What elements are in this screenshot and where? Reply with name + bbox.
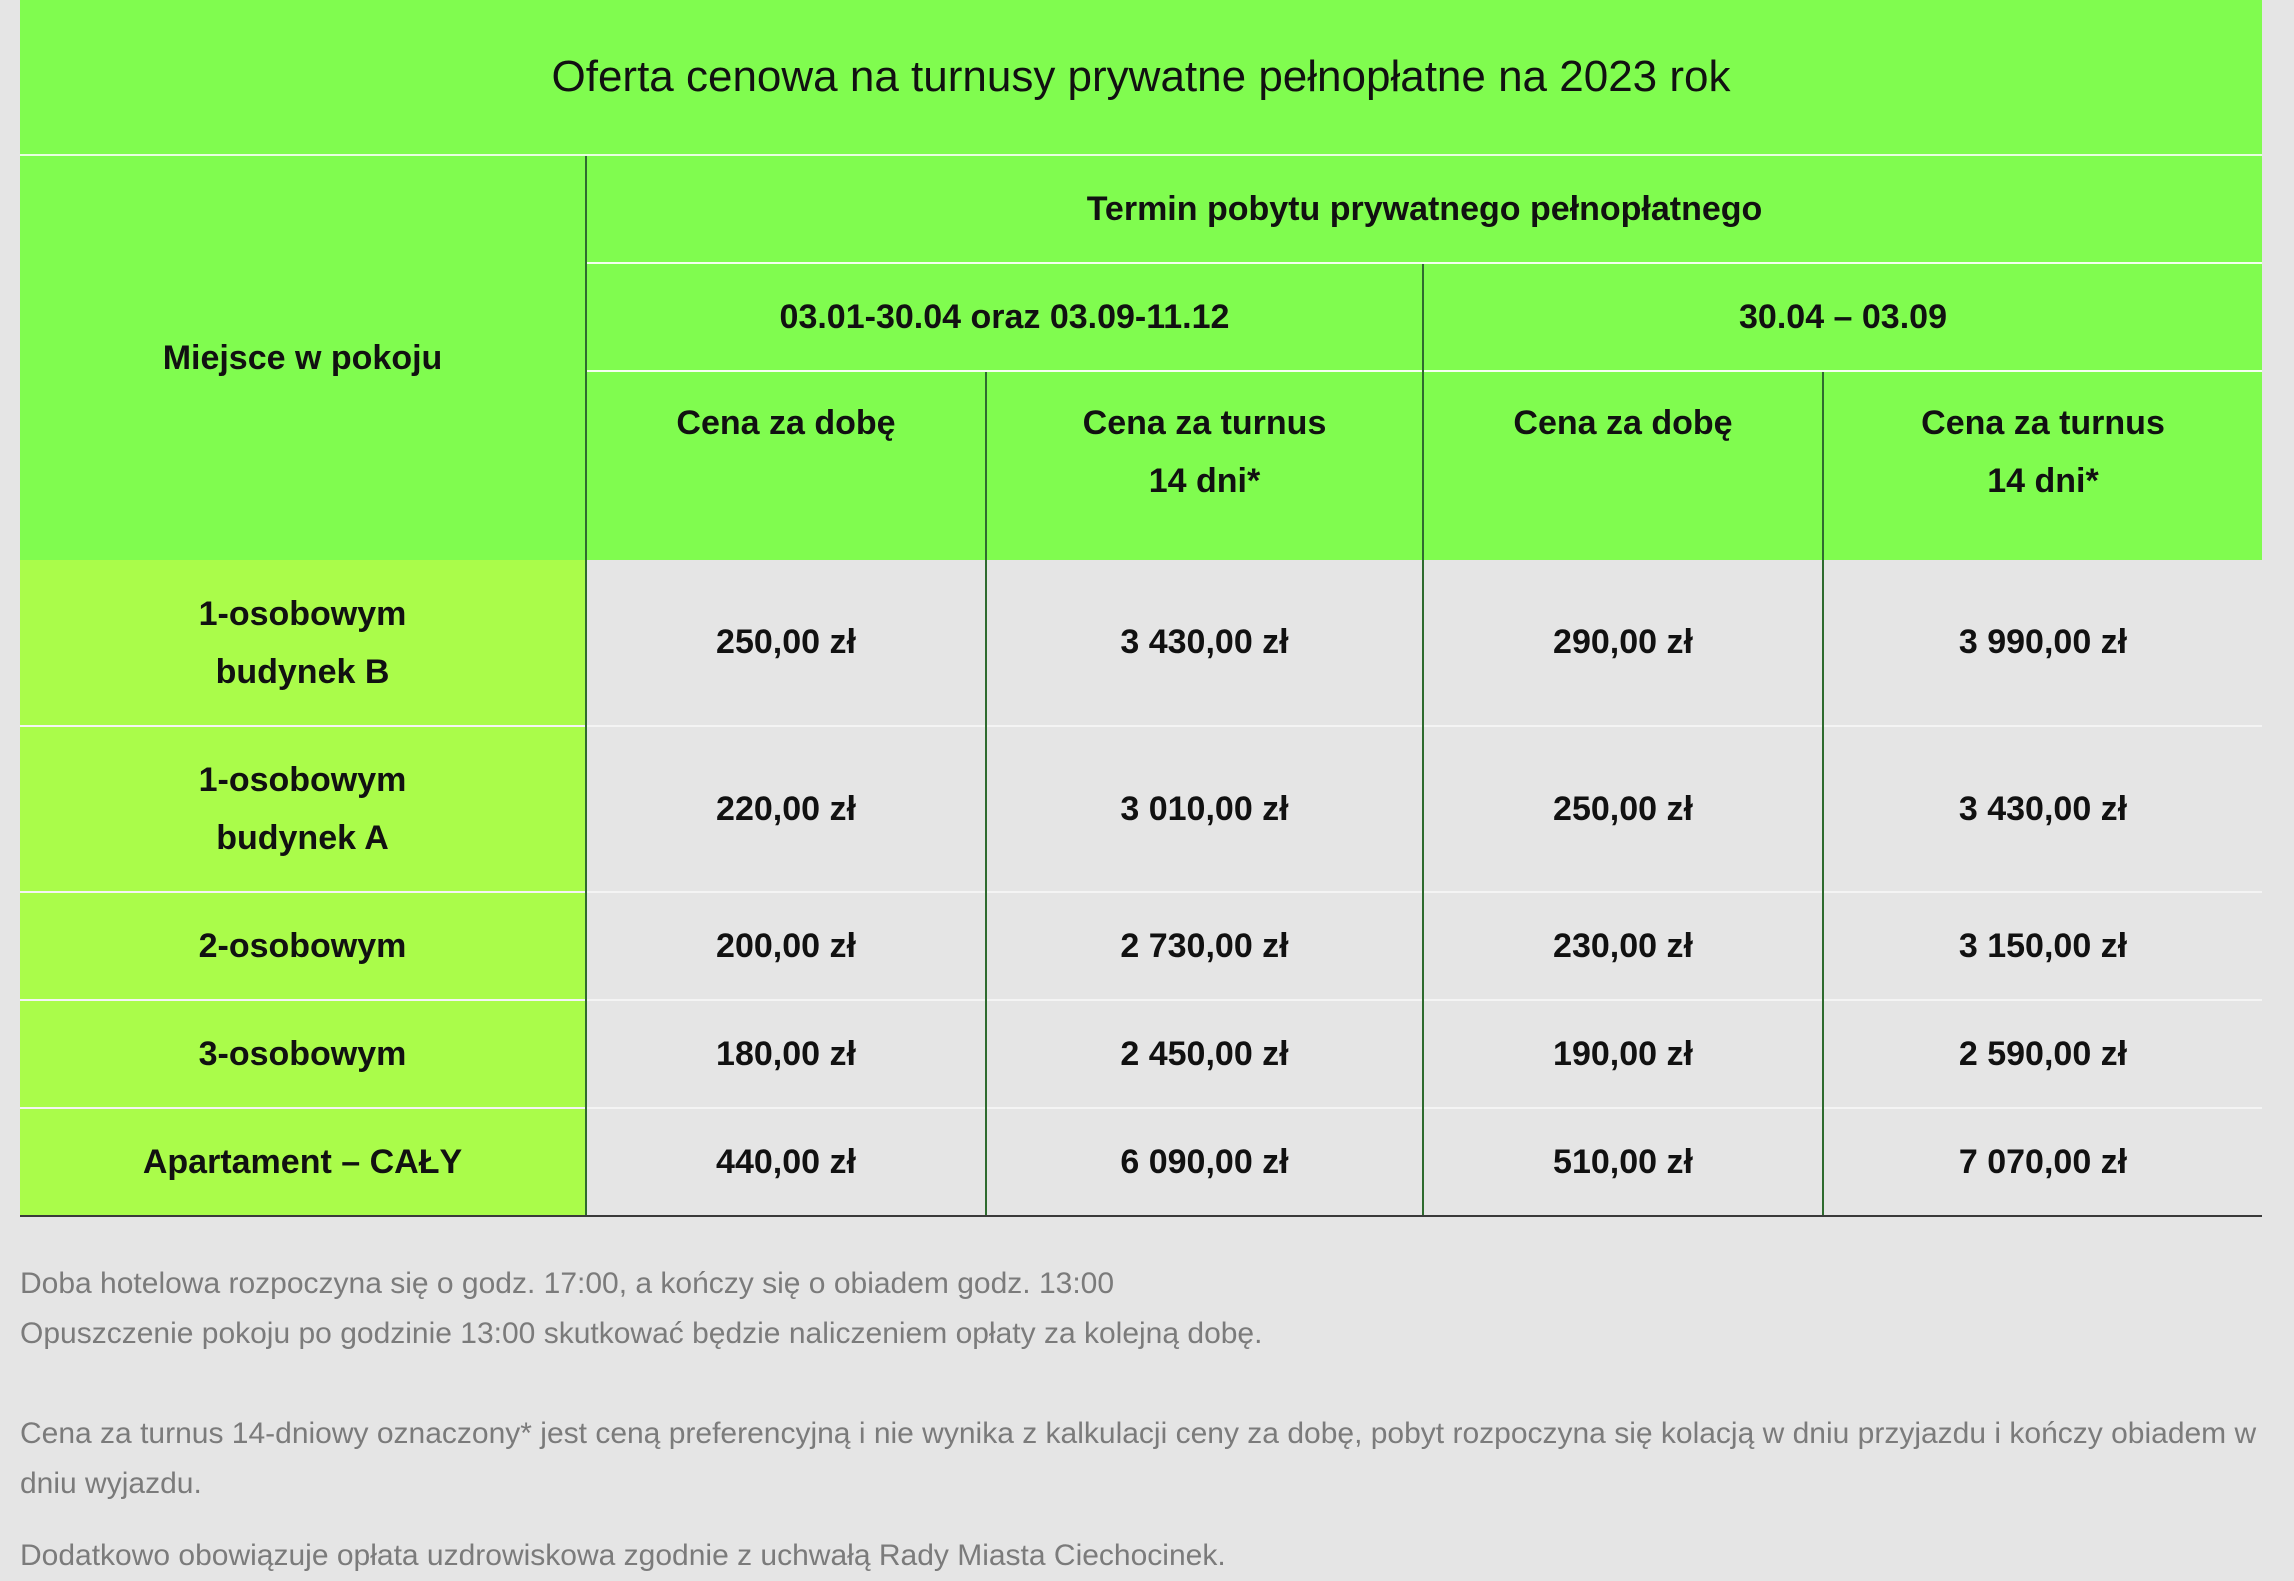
price-cell: 3 430,00 zł: [1822, 725, 2262, 892]
price-cell: 510,00 zł: [1422, 1107, 1823, 1217]
period2-day-header: Cena za dobę: [1422, 370, 1823, 560]
col-turnus-days: 14 dni*: [1148, 462, 1261, 500]
note-spa-fee: Dodatkowo obowiązuje opłata uzdrowiskowa…: [20, 1539, 1226, 1572]
price-offer-section: Oferta cenowa na turnusy prywatne pełnop…: [20, 0, 2262, 1581]
price-cell: 440,00 zł: [585, 1107, 986, 1217]
price-cell: 190,00 zł: [1422, 999, 1823, 1108]
row-label-line1: 1-osobowym: [198, 594, 407, 633]
place-header: Miejsce w pokoju: [20, 155, 586, 560]
col-day-label: Cena za dobę: [1513, 404, 1733, 442]
price-cell: 2 590,00 zł: [1822, 999, 2262, 1108]
table-row: 3-osobowym 180,00 zł 2 450,00 zł 190,00 …: [20, 999, 2262, 1108]
table-title: Oferta cenowa na turnusy prywatne pełnop…: [20, 0, 2262, 156]
price-cell: 290,00 zł: [1422, 560, 1823, 726]
price-cell: 230,00 zł: [1422, 891, 1823, 1000]
period2-turnus-header: Cena za turnus 14 dni*: [1822, 370, 2262, 560]
price-cell: 250,00 zł: [585, 560, 986, 726]
price-cell: 7 070,00 zł: [1822, 1107, 2262, 1217]
row-label: 1-osobowym budynek B: [20, 560, 586, 726]
table-row: 2-osobowym 200,00 zł 2 730,00 zł 230,00 …: [20, 891, 2262, 1000]
note-turnus: Cena za turnus 14-dniowy oznaczony* jest…: [20, 1417, 2257, 1500]
price-cell: 3 150,00 zł: [1822, 891, 2262, 1000]
price-cell: 180,00 zł: [585, 999, 986, 1108]
price-cell: 6 090,00 zł: [985, 1107, 1423, 1217]
col-turnus-days: 14 dni*: [1987, 462, 2099, 500]
period1-day-header: Cena za dobę: [585, 370, 986, 560]
col-day-label: Cena za dobę: [676, 404, 896, 442]
table-row: Apartament – CAŁY 440,00 zł 6 090,00 zł …: [20, 1107, 2262, 1217]
price-cell: 200,00 zł: [585, 891, 986, 1000]
price-cell: 250,00 zł: [1422, 725, 1823, 892]
row-label-line1: 1-osobowym: [198, 761, 407, 799]
period1-header: 03.01-30.04 oraz 03.09-11.12: [585, 262, 1423, 371]
price-cell: 3 010,00 zł: [985, 725, 1423, 892]
price-cell: 3 990,00 zł: [1822, 560, 2262, 726]
col-turnus-label: Cena za turnus: [1921, 404, 2165, 442]
note-checkin: Doba hotelowa rozpoczyna się o godz. 17:…: [20, 1267, 1115, 1300]
row-label: 2-osobowym: [20, 891, 586, 1000]
table-row: 1-osobowym budynek A 220,00 zł 3 010,00 z…: [20, 725, 2262, 892]
period2-header: 30.04 – 03.09: [1422, 262, 2262, 371]
price-table: Oferta cenowa na turnusy prywatne pełnop…: [20, 0, 2262, 1217]
row-label-line2: budynek B: [215, 652, 390, 691]
price-cell: 2 730,00 zł: [985, 891, 1423, 1000]
period1-turnus-header: Cena za turnus 14 dni*: [985, 370, 1423, 560]
row-label-line2: budynek A: [216, 819, 389, 857]
price-cell: 3 430,00 zł: [985, 560, 1423, 726]
price-cell: 2 450,00 zł: [985, 999, 1423, 1108]
note-checkout: Opuszczenie pokoju po godzinie 13:00 sku…: [20, 1317, 1263, 1350]
stay-period-header: Termin pobytu prywatnego pełnopłatnego: [585, 155, 2262, 263]
row-label: Apartament – CAŁY: [20, 1107, 586, 1217]
table-row: 1-osobowym budynek B 250,00 zł 3 430,00 z…: [20, 560, 2262, 726]
notes-section: Doba hotelowa rozpoczyna się o godz. 17:…: [20, 1259, 2262, 1581]
row-label: 3-osobowym: [20, 999, 586, 1108]
col-turnus-label: Cena za turnus: [1082, 404, 1327, 442]
price-cell: 220,00 zł: [585, 725, 986, 892]
row-label: 1-osobowym budynek A: [20, 725, 586, 892]
